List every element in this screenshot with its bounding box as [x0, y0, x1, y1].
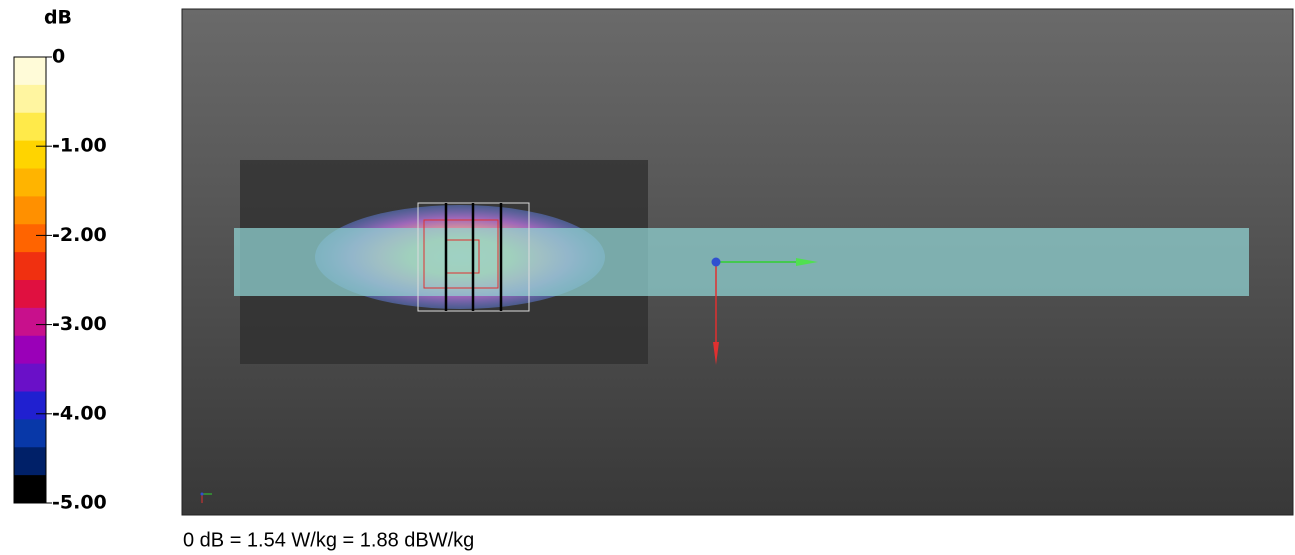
- color-swatch: [14, 224, 46, 252]
- 3d-view: [182, 9, 1293, 515]
- caption: 0 dB = 1.54 W/kg = 1.88 dBW/kg: [183, 529, 474, 551]
- tick-label: -2.00: [52, 224, 107, 246]
- color-swatch: [14, 336, 46, 364]
- tick-label: -1.00: [52, 135, 107, 157]
- tick-label: -3.00: [52, 313, 107, 335]
- color-swatch: [14, 252, 46, 280]
- tick-label: -4.00: [52, 402, 107, 424]
- screen: dB 0 -1.00 -2.00 -3.00 -4.00 -5.00 0 dB = 1.5…: [0, 0, 1295, 555]
- color-swatch: [14, 419, 46, 447]
- page: dB 0 -1.00 -2.00 -3.00 -4.00 -5.00 0 dB = 1.5…: [0, 0, 1295, 555]
- color-swatch: [14, 85, 46, 113]
- legend-title: dB: [44, 7, 72, 29]
- color-swatch: [14, 447, 46, 475]
- color-swatch: [14, 113, 46, 141]
- color-swatch: [14, 308, 46, 336]
- tick-label: 0: [52, 46, 65, 68]
- color-swatch: [14, 364, 46, 392]
- color-swatch: [14, 475, 46, 503]
- colorbar: 0 -1.00 -2.00 -3.00 -4.00 -5.00: [14, 46, 107, 514]
- color-swatch: [14, 280, 46, 308]
- color-swatch: [14, 196, 46, 224]
- color-swatch: [14, 57, 46, 85]
- color-swatch: [14, 141, 46, 169]
- tick-label: -5.00: [52, 492, 107, 514]
- color-swatch: [14, 169, 46, 197]
- origin: [712, 258, 721, 267]
- color-swatch: [14, 392, 46, 420]
